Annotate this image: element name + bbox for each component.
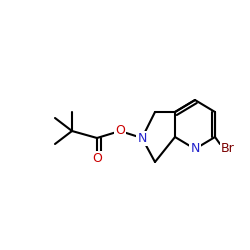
Text: O: O bbox=[92, 152, 102, 164]
Text: N: N bbox=[190, 142, 200, 156]
Text: O: O bbox=[115, 124, 125, 138]
Text: Br: Br bbox=[221, 142, 235, 156]
Text: N: N bbox=[137, 132, 147, 144]
